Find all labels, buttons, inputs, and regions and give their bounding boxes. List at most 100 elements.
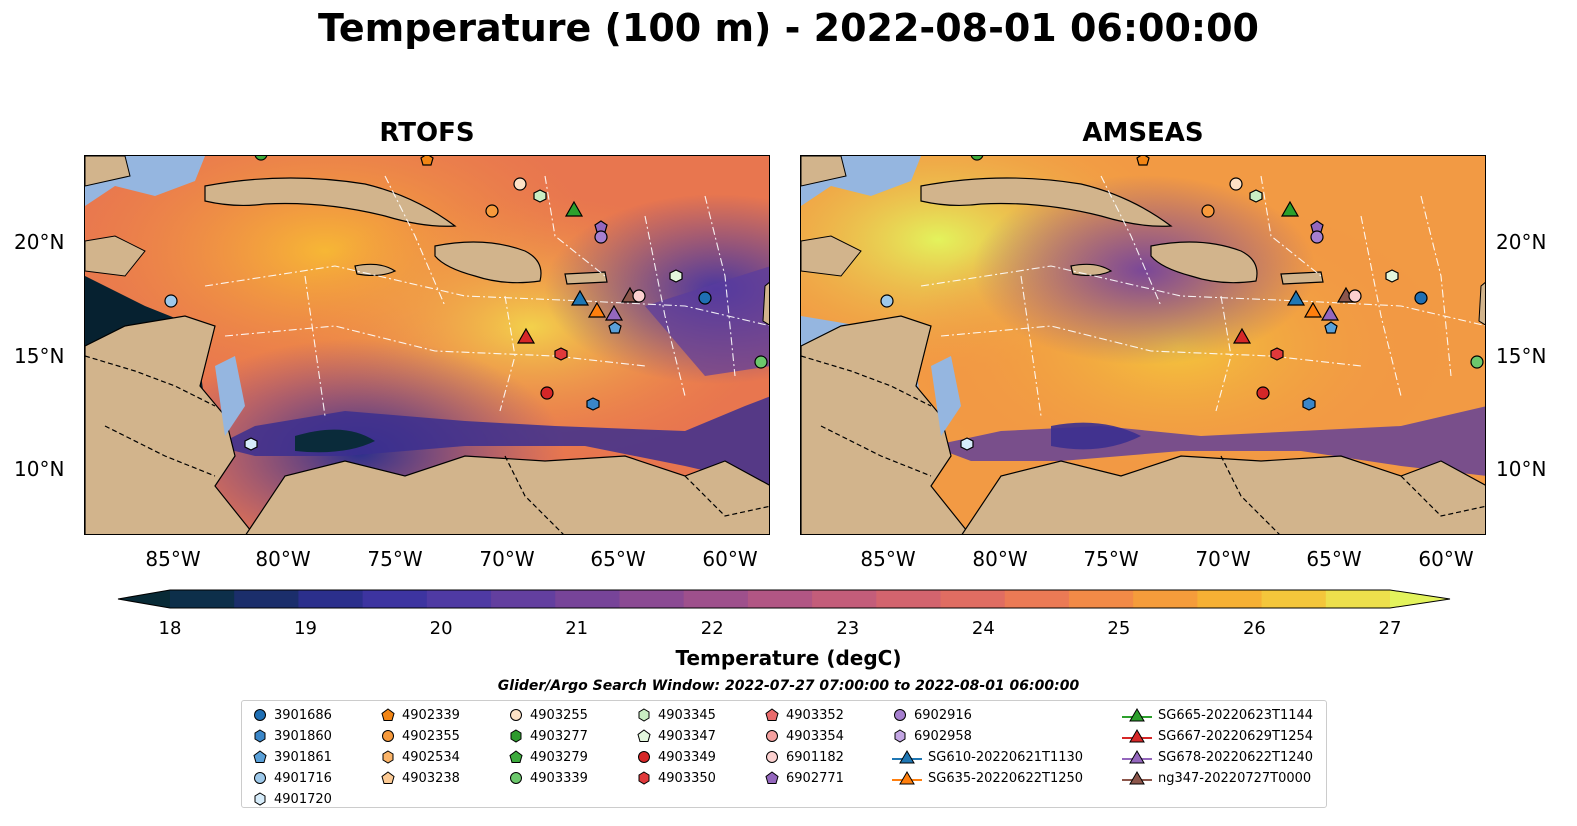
legend-item-label: 6902771	[786, 770, 844, 786]
legend-item-label: 4902355	[402, 728, 460, 744]
colorbar-cell	[683, 590, 749, 608]
triangle-line-marker-icon	[1122, 708, 1152, 722]
legend-item: 4903238	[380, 768, 460, 788]
land-puerto-rico	[564, 271, 608, 285]
lon-label-65w-amseas: 65°W	[1306, 547, 1362, 571]
colorbar-tick-label: 22	[700, 618, 724, 639]
hexagon-marker-icon	[638, 708, 650, 722]
colorbar-cell	[1004, 590, 1070, 608]
legend-item-label: 6901182	[786, 749, 844, 765]
circle-marker-icon	[510, 772, 522, 784]
legend-item-label: SG667-20220629T1254	[1158, 728, 1314, 744]
panel-title-rtofs: RTOFS	[379, 118, 475, 148]
colorbar-cell	[1325, 590, 1391, 608]
legend-item-label: 4902339	[402, 707, 460, 723]
legend-item-label: SG610-20220621T1130	[928, 749, 1084, 765]
map-rtofs	[84, 155, 770, 535]
lon-label-75w-amseas: 75°W	[1083, 547, 1139, 571]
colorbar-tick-label: 24	[971, 618, 995, 639]
hexagon-marker-icon	[510, 729, 522, 743]
legend-item: 4903354	[764, 726, 844, 746]
legend-item-label: 4903339	[530, 770, 588, 786]
circle-marker-icon	[766, 751, 778, 763]
circle-marker-icon	[510, 709, 522, 721]
land-hispaniola	[434, 241, 542, 284]
colorbar-cell	[1133, 590, 1198, 608]
colorbar	[117, 589, 1451, 609]
legend-item: 6902958	[892, 726, 972, 746]
panel-title-amseas: AMSEAS	[1082, 118, 1204, 148]
land-hispaniola	[1150, 241, 1258, 284]
lat-label-15n-left: 15°N	[14, 344, 65, 368]
legend-item: 4902534	[380, 747, 460, 767]
lon-label-70w-amseas: 70°W	[1195, 547, 1251, 571]
hexagon-marker-icon	[894, 729, 906, 743]
pentagon-marker-icon	[381, 708, 395, 721]
colorbar-extend-high	[1390, 590, 1450, 608]
colorbar-cell	[555, 590, 620, 608]
colorbar-tick-label: 25	[1107, 618, 1131, 639]
legend-title: Glider/Argo Search Window: 2022-07-27 07…	[497, 678, 1080, 694]
circle-marker-icon	[894, 709, 906, 721]
land-south-america	[961, 455, 1485, 534]
legend-item: 3901860	[252, 726, 332, 746]
lon-label-80w-amseas: 80°W	[972, 547, 1028, 571]
hexagon-marker-icon	[638, 771, 650, 785]
hexagon-marker-icon	[382, 750, 394, 764]
legend-item-label: 4903349	[658, 749, 716, 765]
legend-item-label: 4903347	[658, 728, 716, 744]
float-markers	[164, 156, 768, 451]
triangle-line-marker-icon	[1122, 729, 1152, 743]
legend-item-label: 4903255	[530, 707, 588, 723]
colorbar-cell	[1261, 590, 1327, 608]
legend-item-label: 4903279	[530, 749, 588, 765]
legend-item-label: 4902534	[402, 749, 460, 765]
colorbar-cell	[426, 590, 492, 608]
legend-item: SG635-20220622T1250	[892, 768, 1083, 788]
circle-marker-icon	[254, 772, 266, 784]
legend-item-label: SG635-20220622T1250	[928, 770, 1084, 786]
legend-item: SG665-20220623T1144	[1122, 705, 1313, 725]
colorbar-cell	[1068, 590, 1134, 608]
legend-item: SG667-20220629T1254	[1122, 726, 1313, 746]
pentagon-marker-icon	[765, 771, 779, 784]
legend-item-label: SG665-20220623T1144	[1158, 707, 1314, 723]
float-markers	[880, 156, 1484, 451]
legend-item-label: 3901860	[274, 728, 332, 744]
colorbar-tick-label: 26	[1242, 618, 1266, 639]
legend: 3901686 3901860 3901861 4901716 4901720 49023…	[241, 700, 1327, 808]
colorbar-cell	[362, 590, 428, 608]
legend-item: 4903255	[508, 705, 588, 725]
lon-label-85w-rtofs: 85°W	[145, 547, 201, 571]
lat-label-10n-left: 10°N	[14, 457, 65, 481]
legend-item: 4903349	[636, 747, 716, 767]
triangle-line-marker-icon	[892, 750, 922, 764]
colorbar-cell	[1197, 590, 1263, 608]
pentagon-marker-icon	[253, 750, 267, 763]
legend-item: 4902355	[380, 726, 460, 746]
legend-item-label: SG678-20220622T1240	[1158, 749, 1314, 765]
lat-label-20n-right: 20°N	[1496, 230, 1547, 254]
pentagon-marker-icon	[765, 708, 779, 721]
colorbar-cell	[747, 590, 813, 608]
lon-label-65w-rtofs: 65°W	[590, 547, 646, 571]
legend-item-label: 4901720	[274, 791, 332, 807]
legend-item-label: 4903238	[402, 770, 460, 786]
legend-item: 4903277	[508, 726, 588, 746]
legend-item: 4903350	[636, 768, 716, 788]
lat-label-15n-right: 15°N	[1496, 344, 1547, 368]
legend-item: 4903339	[508, 768, 588, 788]
triangle-line-marker-icon	[892, 771, 922, 785]
land-central-america	[85, 315, 255, 534]
colorbar-cell	[170, 590, 235, 608]
legend-item: 3901686	[252, 705, 332, 725]
lon-label-60w-rtofs: 60°W	[702, 547, 758, 571]
legend-item: 4903345	[636, 705, 716, 725]
legend-item-label: 4903354	[786, 728, 844, 744]
triangle-line-marker-icon	[1122, 750, 1152, 764]
colorbar-cell	[298, 590, 364, 608]
circle-marker-icon	[254, 709, 266, 721]
legend-item: 4903279	[508, 747, 588, 767]
pentagon-marker-icon	[509, 750, 523, 763]
lat-label-10n-right: 10°N	[1496, 457, 1547, 481]
